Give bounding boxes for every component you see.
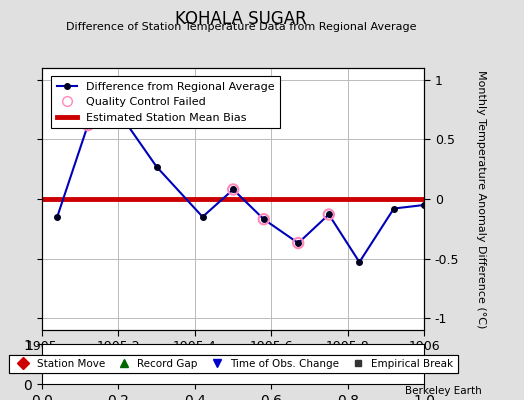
Point [259, 216, 268, 222]
Text: KOHALA SUGAR: KOHALA SUGAR [175, 10, 307, 28]
Y-axis label: Monthly Temperature Anomaly Difference (°C): Monthly Temperature Anomaly Difference (… [476, 70, 486, 328]
Legend: Difference from Regional Average, Quality Control Failed, Estimated Station Mean: Difference from Regional Average, Qualit… [51, 76, 280, 128]
Text: Berkeley Earth: Berkeley Earth [406, 386, 482, 396]
Point [84, 122, 92, 128]
Legend: Station Move, Record Gap, Time of Obs. Change, Empirical Break: Station Move, Record Gap, Time of Obs. C… [9, 355, 457, 373]
Point [325, 211, 333, 218]
Point [229, 186, 237, 193]
Point [294, 240, 302, 246]
Text: Difference of Station Temperature Data from Regional Average: Difference of Station Temperature Data f… [66, 22, 416, 32]
